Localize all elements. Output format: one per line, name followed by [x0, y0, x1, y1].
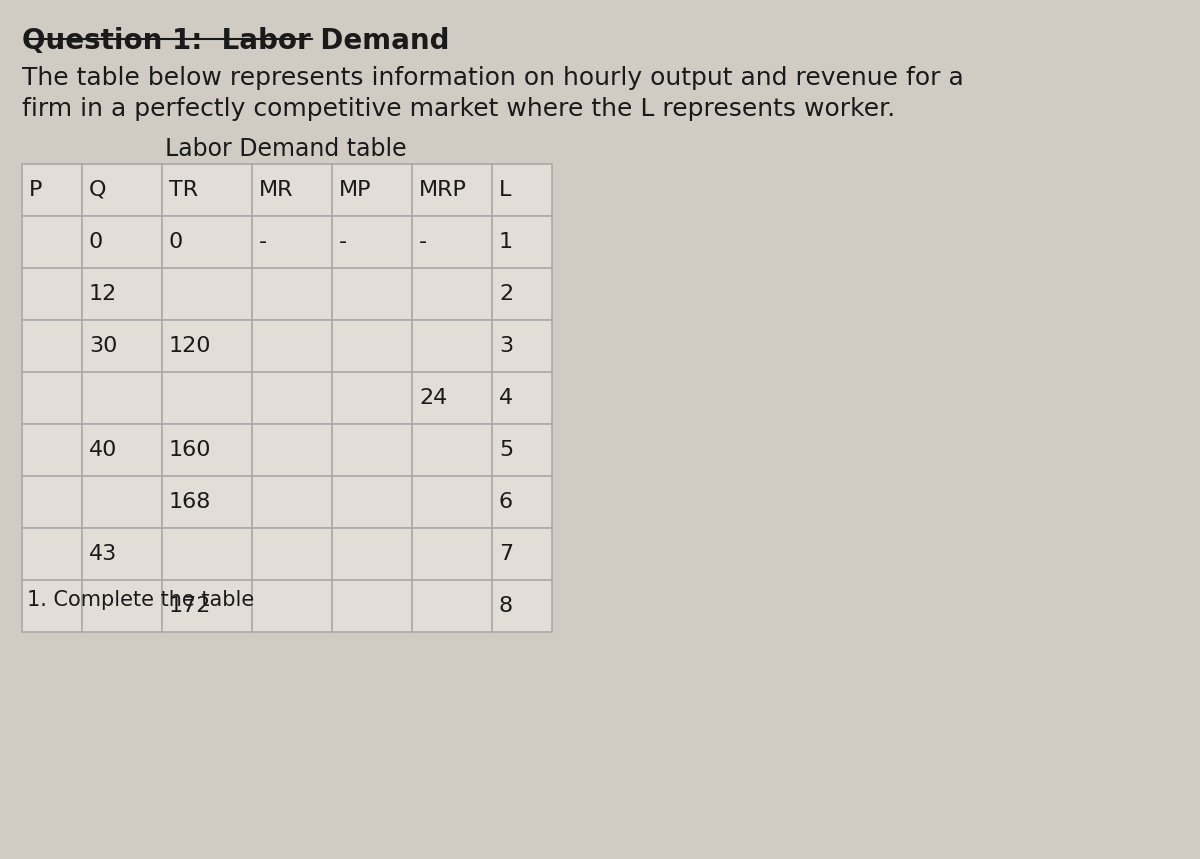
Text: P: P — [29, 180, 42, 200]
Bar — [412, 372, 492, 424]
Text: 6: 6 — [499, 492, 514, 512]
Text: 0: 0 — [169, 232, 184, 252]
Bar — [82, 164, 162, 216]
Text: -: - — [340, 232, 347, 252]
Text: 168: 168 — [169, 492, 211, 512]
Text: 3: 3 — [499, 336, 514, 356]
Text: 24: 24 — [419, 388, 448, 408]
Bar — [332, 424, 412, 476]
Bar — [162, 372, 252, 424]
Bar — [22, 320, 82, 372]
Bar — [412, 528, 492, 580]
Bar — [162, 580, 252, 632]
Text: MRP: MRP — [419, 180, 467, 200]
Text: 40: 40 — [89, 440, 118, 460]
Text: 1: 1 — [499, 232, 514, 252]
Bar — [22, 580, 82, 632]
Bar — [412, 580, 492, 632]
Bar — [82, 528, 162, 580]
Bar — [162, 216, 252, 268]
Bar — [162, 268, 252, 320]
Bar — [332, 268, 412, 320]
Bar — [492, 476, 552, 528]
Bar — [82, 320, 162, 372]
Bar — [22, 528, 82, 580]
Text: -: - — [419, 232, 427, 252]
Bar — [22, 372, 82, 424]
Bar — [162, 528, 252, 580]
Bar — [492, 268, 552, 320]
Bar — [162, 424, 252, 476]
Bar — [492, 320, 552, 372]
Bar — [412, 320, 492, 372]
Text: L: L — [499, 180, 511, 200]
Bar — [492, 216, 552, 268]
Bar — [332, 320, 412, 372]
Text: 30: 30 — [89, 336, 118, 356]
Bar — [412, 216, 492, 268]
Bar — [412, 268, 492, 320]
Bar — [22, 476, 82, 528]
Text: 2: 2 — [499, 284, 514, 304]
Bar — [332, 372, 412, 424]
Bar — [162, 320, 252, 372]
Text: 0: 0 — [89, 232, 103, 252]
Bar — [332, 164, 412, 216]
Bar — [22, 164, 82, 216]
Bar — [82, 476, 162, 528]
Bar — [162, 164, 252, 216]
Text: Question 1:  Labor Demand: Question 1: Labor Demand — [22, 27, 450, 55]
Bar — [82, 268, 162, 320]
Bar — [412, 476, 492, 528]
Bar — [162, 476, 252, 528]
Text: Labor Demand table: Labor Demand table — [166, 137, 407, 161]
Text: 4: 4 — [499, 388, 514, 408]
Bar — [412, 424, 492, 476]
Bar — [252, 372, 332, 424]
Bar — [82, 424, 162, 476]
Bar — [492, 164, 552, 216]
Bar — [252, 216, 332, 268]
Text: 7: 7 — [499, 544, 514, 564]
Text: 1. Complete the table: 1. Complete the table — [28, 590, 254, 610]
Text: The table below represents information on hourly output and revenue for a: The table below represents information o… — [22, 66, 964, 90]
Bar — [252, 424, 332, 476]
Bar — [332, 528, 412, 580]
Bar — [492, 424, 552, 476]
Text: 172: 172 — [169, 596, 211, 616]
Bar — [82, 216, 162, 268]
Bar — [252, 164, 332, 216]
Bar — [252, 580, 332, 632]
Text: -: - — [259, 232, 268, 252]
Bar — [492, 528, 552, 580]
Bar — [332, 580, 412, 632]
Bar — [22, 268, 82, 320]
Bar — [412, 164, 492, 216]
Bar — [492, 372, 552, 424]
Bar — [332, 216, 412, 268]
Text: Q: Q — [89, 180, 107, 200]
Bar — [82, 580, 162, 632]
Text: 5: 5 — [499, 440, 514, 460]
Text: 160: 160 — [169, 440, 211, 460]
Bar — [252, 320, 332, 372]
Bar — [252, 268, 332, 320]
Text: firm in a perfectly competitive market where the L represents worker.: firm in a perfectly competitive market w… — [22, 97, 895, 121]
Bar — [252, 476, 332, 528]
Text: MR: MR — [259, 180, 294, 200]
Text: MP: MP — [340, 180, 372, 200]
Bar — [22, 424, 82, 476]
Text: 43: 43 — [89, 544, 118, 564]
Bar — [332, 476, 412, 528]
Bar — [82, 372, 162, 424]
Text: 12: 12 — [89, 284, 118, 304]
Bar — [22, 216, 82, 268]
Bar — [252, 528, 332, 580]
Text: 120: 120 — [169, 336, 211, 356]
Bar — [492, 580, 552, 632]
Text: 8: 8 — [499, 596, 514, 616]
Text: TR: TR — [169, 180, 198, 200]
